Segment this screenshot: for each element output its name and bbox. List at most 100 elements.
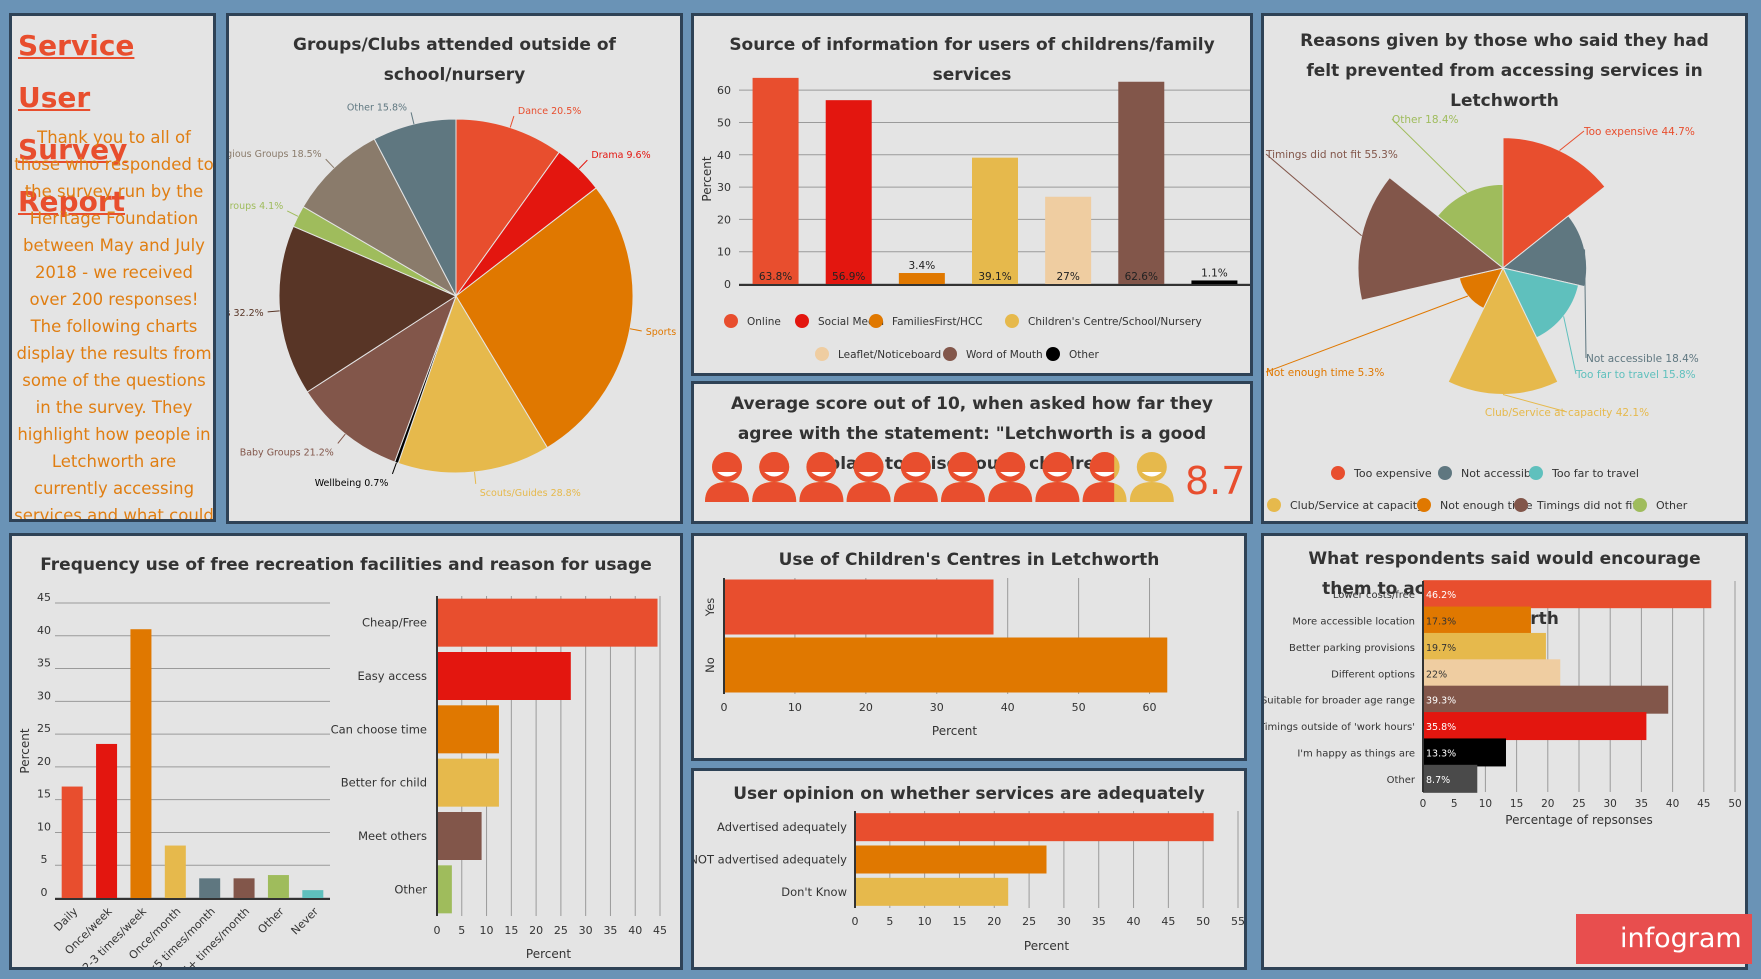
polar-leader-line — [1559, 130, 1585, 151]
bar — [1045, 196, 1092, 284]
y-tick-label: 50 — [717, 116, 731, 129]
pie-slice — [455, 187, 634, 449]
pie-leader-line — [337, 433, 346, 444]
sources-chart-title: Source of information for users of child… — [729, 35, 1215, 85]
bar — [1423, 632, 1546, 661]
x-tick-label: 40 — [1666, 798, 1679, 810]
bar — [437, 758, 499, 807]
bar — [437, 865, 452, 914]
centres-bar-chart: 0 10 20 30 40 50 60 Yes No Percent — [703, 578, 1168, 738]
legend-marker — [1529, 466, 1543, 480]
intro-panel: Service User Survey Report Thank you to a… — [9, 13, 216, 522]
infogram-logo[interactable]: infogram — [1576, 914, 1752, 964]
bar — [1423, 738, 1506, 767]
y-tick-label: 35 — [37, 657, 51, 670]
x-tick-label: 30 — [1057, 915, 1071, 928]
bar-value-label: 8.7% — [1426, 775, 1450, 786]
pie-slice-label: Toddler Groups 32.2% — [226, 308, 264, 319]
y-tick-label: 30 — [717, 181, 731, 194]
polar-leader-line — [1391, 118, 1468, 193]
x-tick-label: 15 — [952, 915, 966, 928]
pie-leader-line — [287, 210, 299, 217]
polar-slice-label: Not accessible 18.4% — [1586, 353, 1699, 365]
centres-chart-title: Use of Children's Centres in Letchworth — [778, 550, 1160, 570]
pie-slice-label: Baby Groups 21.2% — [240, 447, 334, 458]
y-tick-label: Advertised adequately — [717, 820, 847, 834]
pie-slice-label: Wellbeing 0.7% — [315, 478, 389, 489]
x-tick-label: 40 — [1127, 915, 1141, 928]
bar — [437, 705, 499, 754]
y-tick-label: 10 — [37, 820, 51, 833]
bar — [1423, 659, 1561, 688]
y-tick-label: Cheap/Free — [362, 616, 427, 630]
x-tick-label: 15 — [1510, 798, 1523, 810]
y-tick-label: 0 — [724, 278, 731, 291]
y-tick-label: 0 — [41, 886, 48, 899]
x-tick-label: 40 — [1001, 701, 1015, 714]
legend-label: Too expensive — [1353, 467, 1432, 480]
legend-label: Other — [1069, 349, 1099, 361]
x-tick-label: 5 — [458, 924, 465, 937]
legend-marker — [1417, 498, 1431, 512]
x-tick-label: 45 — [1161, 915, 1175, 928]
x-tick-label: 10 — [918, 915, 932, 928]
y-tick-label: Easy access — [357, 669, 427, 683]
x-tick-label: 30 — [579, 924, 593, 937]
x-tick-label: 40 — [628, 924, 642, 937]
sources-bar-chart: 0 10 20 30 40 50 60 Percent 63.8% 56.9% 3.4% 39.1% 2… — [700, 77, 1250, 361]
bar — [302, 890, 324, 898]
x-tick-label: 60 — [1143, 701, 1157, 714]
x-tick-label: Never — [289, 905, 322, 938]
bar — [1423, 712, 1647, 741]
person-icon — [799, 452, 844, 502]
x-axis-label: Percent — [526, 947, 571, 961]
x-tick-label: 30 — [930, 701, 944, 714]
bar — [724, 637, 1168, 693]
frequency-chart-panel: Frequency use of free recreation facilit… — [9, 533, 683, 970]
person-icon — [705, 452, 749, 502]
legend-label: Too far to travel — [1551, 467, 1639, 480]
y-tick-label: Better for child — [341, 776, 427, 790]
intro-text: Thank you to all of those who responded … — [14, 128, 214, 522]
y-tick-label: 15 — [37, 788, 51, 801]
pie-leader-line — [474, 471, 477, 485]
y-tick-label: 30 — [37, 689, 51, 702]
bar — [1423, 580, 1712, 609]
pie-slice — [397, 294, 549, 474]
polar-leader-line — [1563, 316, 1577, 375]
pie-leader-line — [509, 115, 515, 128]
polar-leader-line — [1265, 295, 1469, 373]
groups-chart-title: Groups/Clubs attended outside of school/… — [293, 35, 616, 85]
y-tick-label: No — [703, 657, 717, 673]
reasons-chart-panel: Reasons given by those who said they had… — [1261, 13, 1748, 524]
bar-value-label: 63.8% — [759, 271, 792, 283]
pie-slice-label: Sports 55.5% — [646, 327, 683, 338]
x-tick-label: 55 — [1231, 915, 1245, 928]
encourage-chart-panel: What respondents said would encourage th… — [1261, 533, 1748, 970]
y-axis-label: Percent — [700, 156, 714, 201]
polar-leader-line — [1502, 394, 1568, 413]
legend-label: Club/Service at capacity — [1290, 499, 1424, 512]
bar-value-label: 19.7% — [1426, 643, 1456, 654]
polar-slice — [1502, 137, 1606, 270]
x-tick-label: Other — [255, 905, 287, 937]
legend-marker — [1267, 498, 1281, 512]
y-tick-label: 20 — [717, 213, 731, 226]
groups-pie-chart: Dance 20.5% Drama 9.6% Sports 55.5% Scouts/… — [226, 102, 683, 499]
y-tick-label: More accessible location — [1292, 617, 1415, 628]
legend-marker — [724, 314, 738, 328]
pie-slice-label: Scouts/Guides 28.8% — [480, 488, 581, 499]
bar — [1423, 764, 1478, 793]
bar — [898, 273, 945, 284]
person-icon — [1129, 452, 1174, 502]
bar-value-label: 1.1% — [1201, 267, 1228, 279]
score-panel: Average score out of 10, when asked how … — [691, 381, 1253, 524]
pie-slice-label: Dance 20.5% — [518, 106, 581, 117]
polar-slice-label: Too expensive 44.7% — [1583, 126, 1695, 138]
bar — [1423, 685, 1669, 714]
encourage-bar-chart: 0 5 10 15 20 25 30 35 40 45 50 Lower costs/free 46.2… — [1264, 580, 1742, 827]
polar-leader-line — [1584, 249, 1587, 359]
person-icon — [1035, 452, 1080, 502]
pie-leader-line — [267, 310, 280, 313]
y-tick-label: I'm happy as things are — [1297, 748, 1415, 759]
